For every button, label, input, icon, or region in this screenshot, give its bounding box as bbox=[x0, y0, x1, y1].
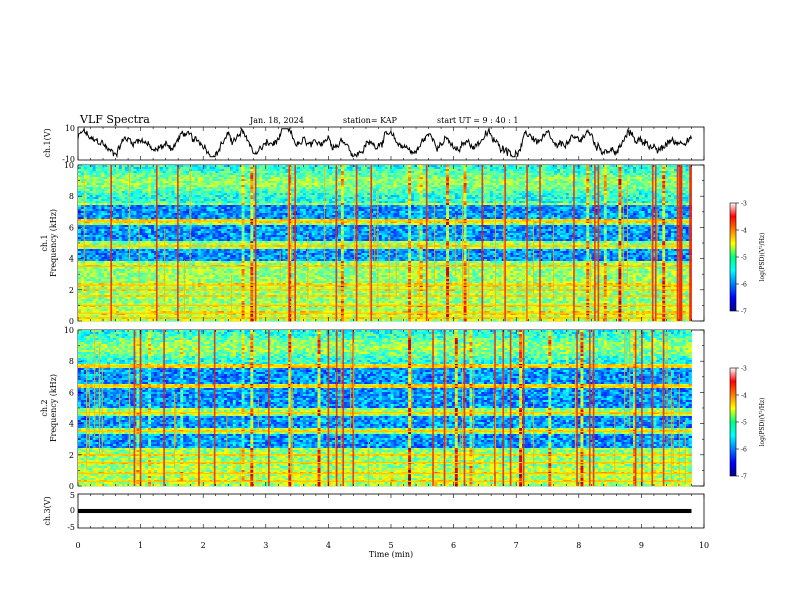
ch1-spectrogram-image bbox=[78, 165, 692, 321]
ch1-waveform-panel: 10 -10 ch.1(V) bbox=[43, 124, 704, 164]
ch1-ylabel: ch.1(V) bbox=[43, 128, 52, 157]
figure-title: VLF Spectra bbox=[79, 113, 150, 126]
station-label: station= KAP bbox=[343, 116, 398, 125]
start-time-label: start UT = 9 : 40 : 1 bbox=[437, 116, 518, 125]
date-label: Jan. 18, 2024 bbox=[249, 116, 304, 125]
ch1-ytick-top: 10 bbox=[65, 124, 75, 133]
